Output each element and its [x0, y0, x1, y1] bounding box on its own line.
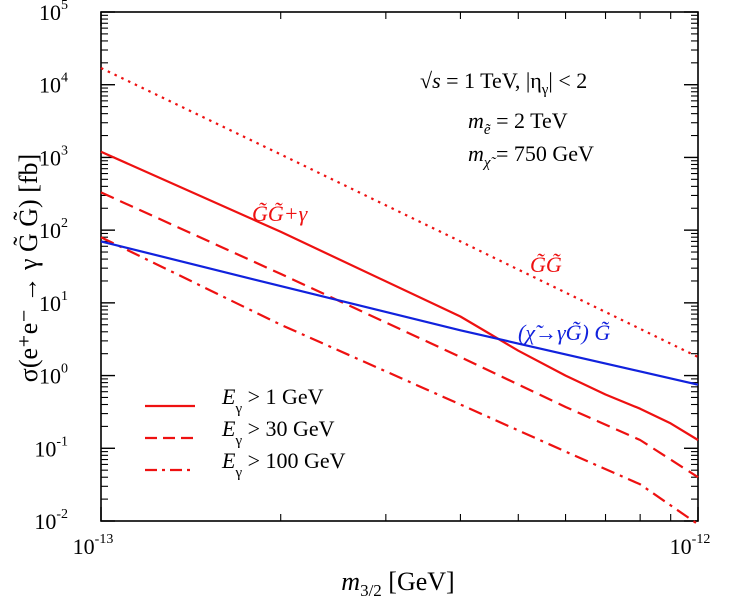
series-layer: [100, 67, 699, 526]
x-tick-label: 10-13: [73, 532, 114, 559]
legend-label-100gev: Eγ > 100 GeV: [221, 448, 346, 481]
annotation-neutralino-mass: mχ̃ = 750 GeV: [468, 141, 594, 171]
legend: Eγ > 1 GeV Eγ > 30 GeV Eγ > 100 GeV: [145, 384, 346, 481]
series-line-1gev: [100, 150, 699, 441]
annotation-selectron-mass: mẽ = 2 TeV: [468, 108, 568, 138]
y-tick-label: 101: [39, 289, 68, 316]
axis-ticks: [100, 11, 699, 522]
annotation-sqrt-s: √s = 1 TeV, |ηγ| < 2: [420, 68, 587, 98]
y-tick-label: 104: [39, 71, 68, 98]
y-tick-label: 102: [39, 216, 68, 243]
y-tick-label: 10-2: [34, 507, 68, 534]
y-tick-label: 10-1: [34, 434, 68, 461]
x-tick-label: 10-12: [670, 532, 711, 559]
legend-label-1gev: Eγ > 1 GeV: [221, 384, 324, 417]
series-line-gg: [100, 67, 699, 358]
plot-frame: [100, 11, 699, 522]
y-tick-label: 103: [39, 143, 68, 170]
series-line-30gev: [100, 191, 699, 479]
series-line-chi: [100, 240, 699, 386]
y-tick-label: 105: [39, 0, 68, 25]
y-axis-label: σ(e⁺e⁻ → γ G̃ G̃) [fb]: [14, 154, 43, 382]
curve-label-ggg-gamma: G̃G̃+γ: [252, 201, 309, 226]
x-axis-label: m3/2 [GeV]: [341, 567, 454, 600]
curve-label-gg: G̃G̃: [530, 252, 562, 277]
series-line-100gev: [100, 236, 699, 526]
legend-label-30gev: Eγ > 30 GeV: [221, 416, 335, 449]
curve-label-chi: (χ̃→γG̃) G̃: [518, 320, 610, 345]
y-tick-label: 100: [39, 362, 68, 389]
tick-labels: 10-2 10-1 100 101 102 103 104 105 10-13 10-12: [34, 0, 710, 559]
